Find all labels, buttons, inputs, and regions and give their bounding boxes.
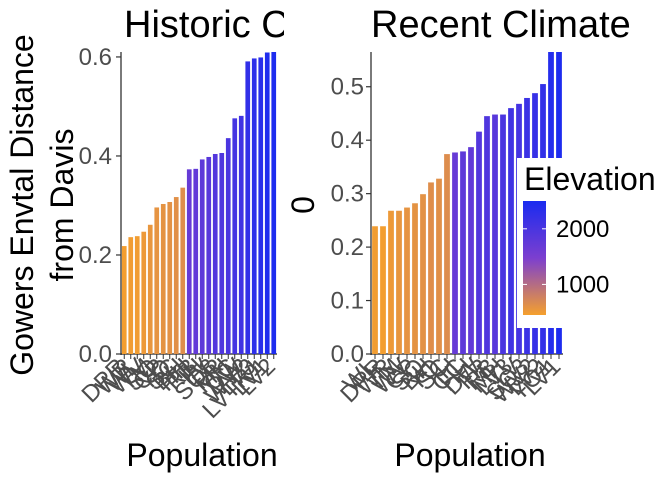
bar [225,138,231,354]
y-tick-label: 0.0 [79,341,112,368]
legend-colorbar [523,201,546,315]
y-tick-label: 0.4 [79,143,112,170]
legend-tick-label: 1000 [556,271,609,298]
y-tick-label: 0.0 [331,341,364,368]
bar [460,151,466,354]
bar [396,210,402,354]
bar [258,57,264,355]
y-tick-label: 0.1 [331,288,364,315]
x-axis-label: Population [394,437,545,473]
y-axis-label: from Davis [44,129,80,282]
bar [388,210,394,354]
bar [193,168,199,354]
y-axis-label: 0 [285,196,321,214]
bar [173,197,179,354]
bar [404,207,410,354]
bar [436,178,442,354]
y-tick-label: 0.3 [331,181,364,208]
bar [245,61,251,355]
panel-title: Historic C [124,4,289,46]
y-axis-label: Gowers Envtal Distance [4,34,40,375]
y-tick-label: 0.4 [331,127,364,154]
bar [500,114,506,354]
bar [271,52,277,354]
bar [160,203,166,354]
y-tick-label: 0.5 [331,74,364,101]
bar [212,153,218,354]
bar [141,231,147,354]
bar [251,58,257,354]
y-tick-label: 0.6 [79,44,112,71]
recent-panel: Recent Climate00.00.10.20.30.40.5WLDPRWR… [285,4,631,473]
bar [492,114,498,354]
bar [154,207,160,354]
bar [238,115,244,354]
historic-panel: Historic C Gowers Envtal Distance from Dav… [4,4,289,473]
y-tick-label: 0.2 [79,242,112,269]
bar [134,236,140,354]
bar [484,116,490,354]
bar [232,118,238,355]
bar [219,152,225,354]
bar [380,226,386,354]
bar [412,203,418,354]
bar [206,156,212,354]
bar [468,147,474,354]
legend-title: Elevation [524,161,656,197]
bar [508,108,514,354]
legend-tick-label: 2000 [556,216,609,243]
bar [476,131,482,354]
bar [420,194,426,354]
bar [128,237,134,354]
bar [428,182,434,354]
bar [167,202,173,354]
bar [121,246,127,354]
elevation-legend: Elevation 2000 1000 [517,158,672,328]
bar [452,152,458,354]
bar [147,224,153,354]
bar [264,52,270,354]
bar [186,169,192,354]
x-axis-label: Population [126,437,277,473]
panel-title: Recent Climate [371,4,631,46]
y-tick-label: 0.2 [331,234,364,261]
bar [444,154,450,354]
bar [199,159,205,354]
bar [180,187,186,354]
bar [372,226,378,354]
